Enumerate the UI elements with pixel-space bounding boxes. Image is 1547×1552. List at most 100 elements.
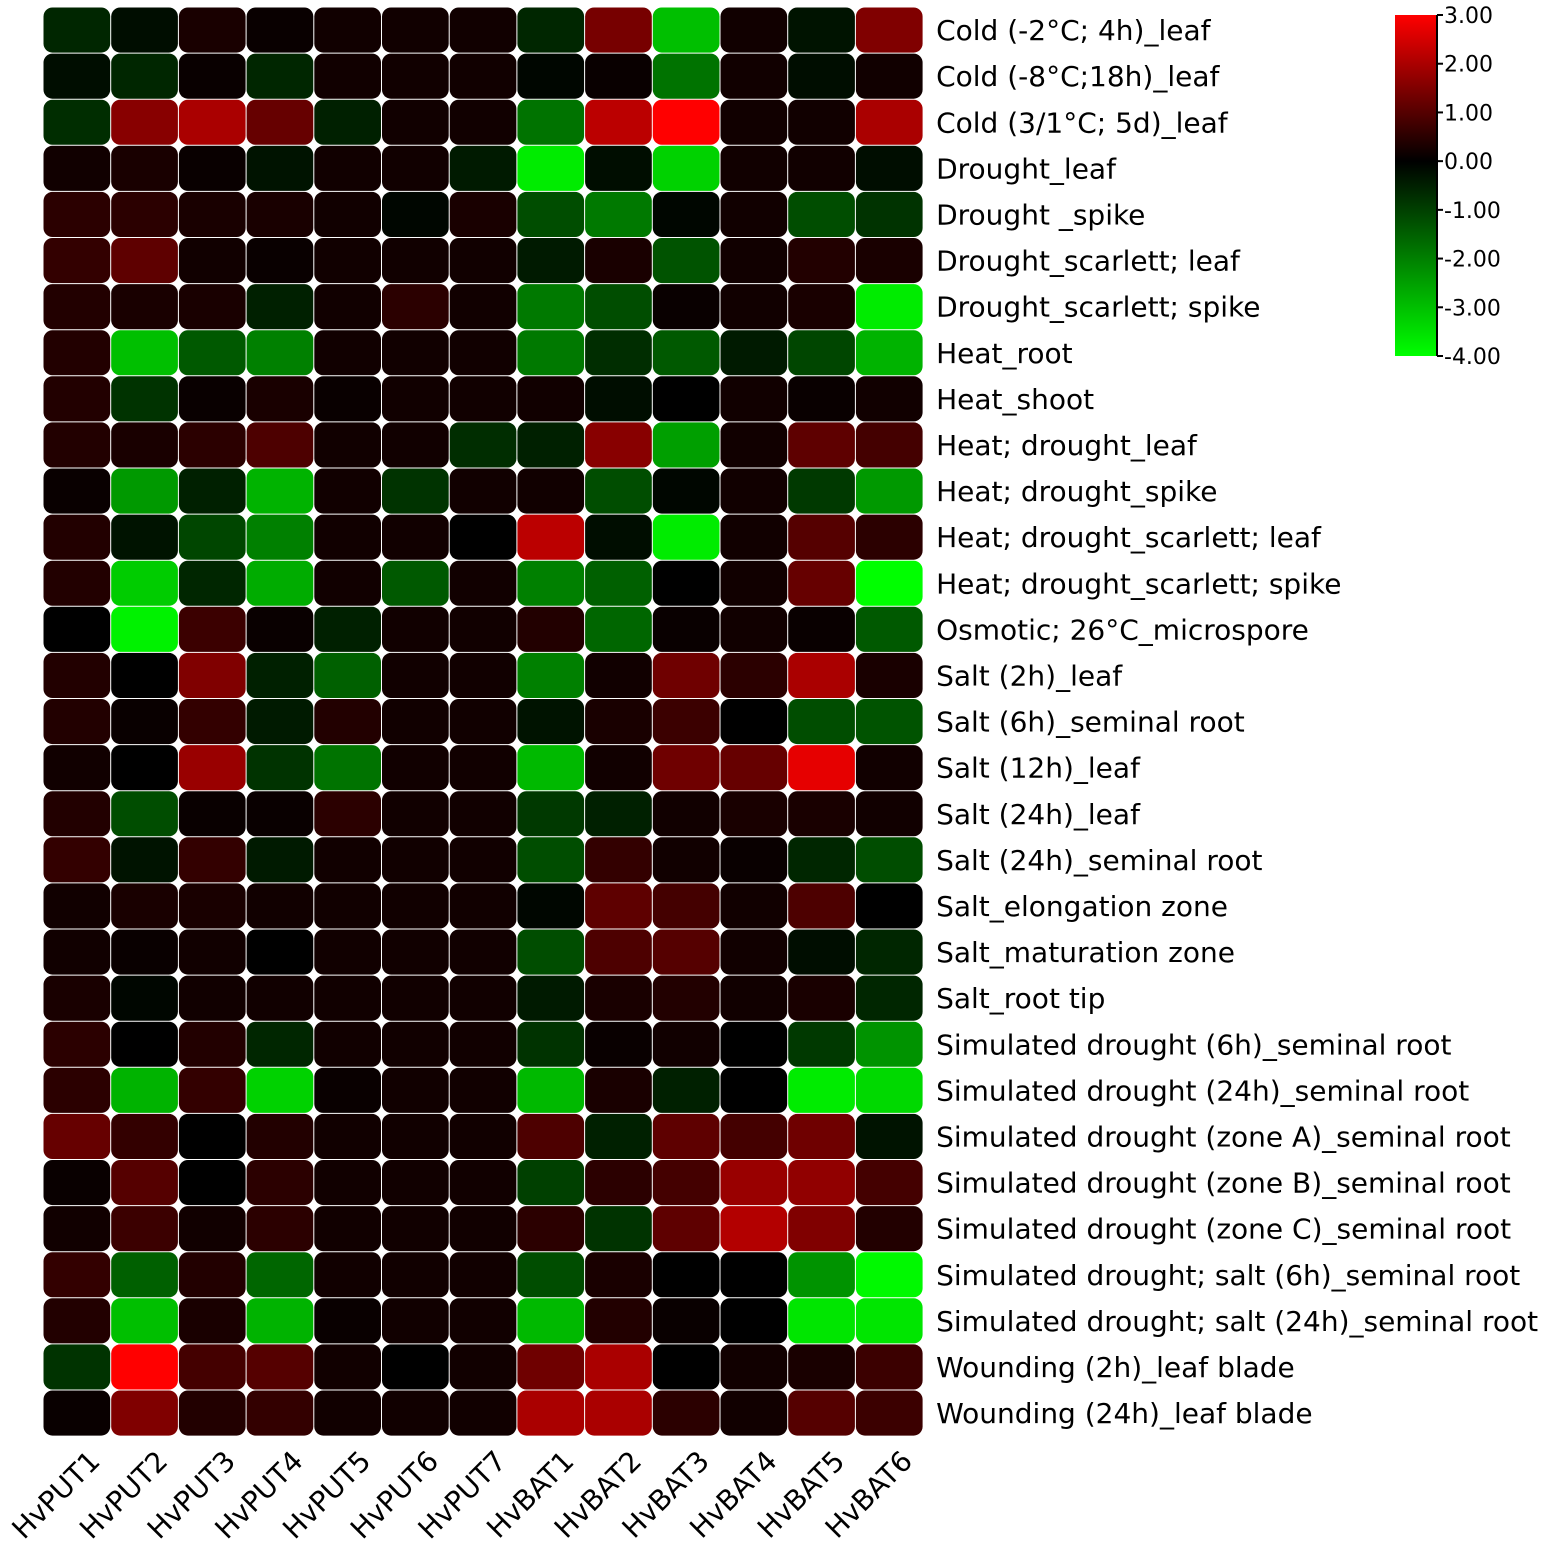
heatmap-cell xyxy=(246,560,314,606)
heatmap-cell xyxy=(720,468,788,514)
grid-marker xyxy=(170,1105,187,1122)
grid-marker xyxy=(170,874,187,891)
grid-marker xyxy=(373,275,390,292)
heatmap-cell xyxy=(111,699,178,745)
grid-marker xyxy=(102,137,119,154)
row-label: Heat_root xyxy=(936,337,1073,370)
heatmap-cell xyxy=(652,145,720,191)
heatmap-cell xyxy=(652,53,720,99)
grid-marker xyxy=(102,874,119,891)
row-label: Salt (12h)_leaf xyxy=(936,752,1141,785)
grid-marker xyxy=(847,45,864,62)
heatmap-cell xyxy=(178,699,246,745)
heatmap-cell xyxy=(178,606,246,652)
grid-marker xyxy=(170,229,187,246)
heatmap-cell xyxy=(382,975,449,1021)
grid-marker xyxy=(576,1335,593,1352)
grid-marker xyxy=(644,598,661,615)
heatmap-cell xyxy=(314,1344,381,1390)
heatmap-cell xyxy=(178,284,246,330)
grid-marker xyxy=(576,782,593,799)
grid-marker xyxy=(170,736,187,753)
heatmap-cell xyxy=(855,99,923,145)
grid-marker xyxy=(373,229,390,246)
heatmap-cell xyxy=(720,1298,788,1344)
heatmap-cell xyxy=(314,1206,381,1252)
grid-marker xyxy=(170,1013,187,1030)
heatmap-cell xyxy=(517,606,585,652)
grid-marker xyxy=(847,967,864,984)
grid-marker xyxy=(441,1059,458,1076)
heatmap-cell xyxy=(855,145,923,191)
heatmap-cell xyxy=(111,53,178,99)
grid-marker xyxy=(712,598,728,615)
heatmap-cell xyxy=(43,745,111,791)
heatmap-cell xyxy=(720,652,788,698)
grid-marker xyxy=(238,598,255,615)
heatmap-cell xyxy=(720,791,788,837)
heatmap-cell xyxy=(788,1390,855,1436)
grid-marker xyxy=(576,1059,593,1076)
grid-marker xyxy=(779,1243,796,1260)
grid-marker xyxy=(779,736,796,753)
grid-marker xyxy=(847,921,864,937)
grid-marker xyxy=(441,91,458,108)
grid-marker xyxy=(779,1013,796,1030)
grid-marker xyxy=(847,828,864,845)
grid-marker xyxy=(373,690,390,707)
heatmap-cell xyxy=(720,1160,788,1206)
grid-marker xyxy=(170,460,187,476)
heatmap-cell xyxy=(788,330,855,376)
grid-marker xyxy=(712,1105,728,1122)
grid-marker xyxy=(847,1197,864,1214)
heatmap-cell xyxy=(178,560,246,606)
grid-marker xyxy=(779,1105,796,1122)
heatmap-cell xyxy=(652,422,720,468)
grid-marker xyxy=(576,874,593,891)
heatmap-cell xyxy=(382,7,449,53)
heatmap-cell xyxy=(585,1206,652,1252)
grid-marker xyxy=(305,1382,322,1398)
grid-marker xyxy=(102,1105,119,1122)
heatmap-cell xyxy=(382,422,449,468)
heatmap-cell xyxy=(382,1160,449,1206)
heatmap-cell xyxy=(382,560,449,606)
heatmap-cell xyxy=(585,560,652,606)
heatmap-cell xyxy=(788,837,855,883)
heatmap-cell xyxy=(788,560,855,606)
heatmap-cell xyxy=(652,1252,720,1298)
grid-marker xyxy=(508,921,525,937)
grid-marker xyxy=(847,460,864,476)
grid-marker xyxy=(644,137,661,154)
grid-marker xyxy=(576,1105,593,1122)
heatmap-cell xyxy=(314,1067,381,1113)
heatmap-cell xyxy=(246,376,314,422)
heatmap-cell xyxy=(855,929,923,975)
grid-marker xyxy=(441,1105,458,1122)
grid-marker xyxy=(576,229,593,246)
heatmap-cell xyxy=(585,1113,652,1159)
heatmap-cell xyxy=(585,1390,652,1436)
heatmap-cell xyxy=(585,514,652,560)
heatmap-cell xyxy=(517,330,585,376)
heatmap-cell xyxy=(111,1344,178,1390)
grid-marker xyxy=(712,967,728,984)
heatmap-cell xyxy=(788,191,855,237)
grid-marker xyxy=(305,45,322,62)
heatmap-cell xyxy=(314,99,381,145)
heatmap-cell xyxy=(314,745,381,791)
heatmap-cell xyxy=(652,7,720,53)
heatmap-cell xyxy=(517,191,585,237)
heatmap-cell xyxy=(585,929,652,975)
heatmap-cell xyxy=(720,238,788,284)
heatmap-cells xyxy=(43,7,923,1436)
heatmap-cell xyxy=(43,883,111,929)
heatmap-cell xyxy=(720,1252,788,1298)
heatmap-cell xyxy=(382,745,449,791)
heatmap-cell xyxy=(449,606,517,652)
grid-marker xyxy=(508,183,525,200)
grid-marker xyxy=(508,1243,525,1260)
heatmap-cell xyxy=(314,1021,381,1067)
grid-marker xyxy=(847,1013,864,1030)
grid-marker xyxy=(170,1151,187,1168)
